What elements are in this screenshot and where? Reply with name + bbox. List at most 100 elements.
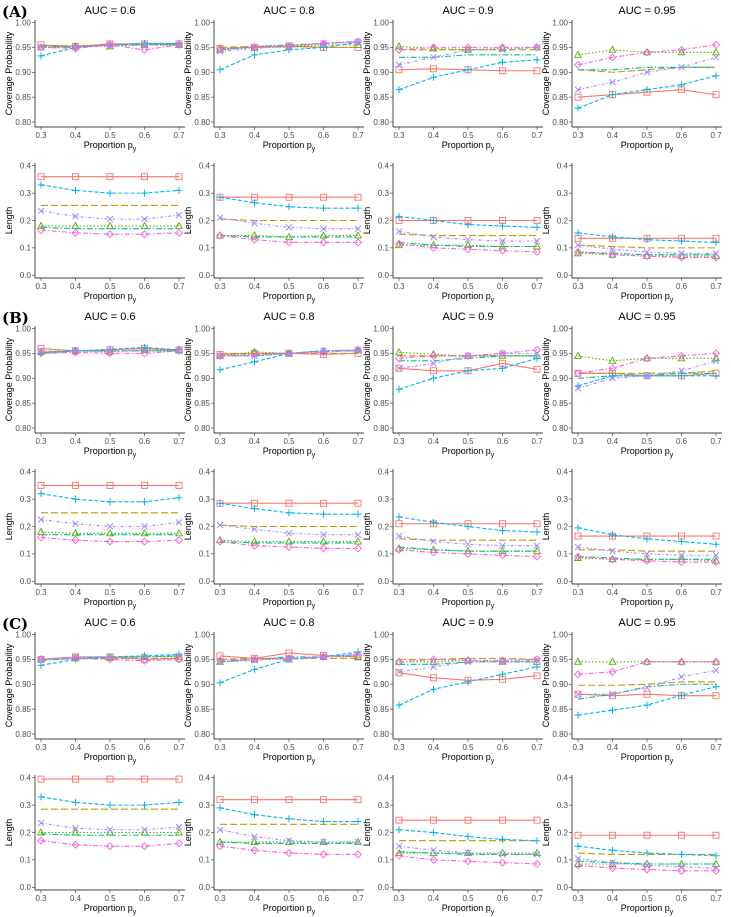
x-tick-label: 0.5: [283, 588, 295, 597]
point-S5: [533, 354, 541, 362]
point-S6: [285, 529, 293, 537]
y-tick-label: 0.90: [15, 374, 31, 383]
x-tick-label: 0.4: [70, 894, 82, 903]
point-S6: [609, 374, 616, 382]
point-S5: [175, 494, 183, 502]
x-tick-label: 0.3: [35, 131, 47, 140]
y-tick-label: 0.0: [557, 883, 569, 892]
point-S7: [105, 842, 115, 851]
y-tick-label: 0.90: [552, 374, 568, 383]
point-S6: [251, 833, 258, 840]
x-tick-label: 0.5: [462, 894, 474, 903]
x-tick-label: 0.3: [35, 894, 47, 903]
point-S7: [284, 542, 294, 552]
x-tick-label: 0.6: [318, 282, 330, 291]
x-tick-label: 0.7: [710, 131, 722, 140]
x-axis-label-sub: y: [491, 297, 495, 304]
point-S6: [574, 86, 582, 94]
point-S7: [573, 552, 583, 561]
point-S5: [216, 366, 224, 374]
point-S7: [498, 43, 507, 52]
y-tick-label: 0.2: [557, 828, 569, 837]
series-line-S2: [219, 657, 358, 660]
point-S5: [430, 374, 437, 382]
series-line-S7: [40, 536, 180, 543]
point-S6: [712, 864, 720, 872]
point-S5: [72, 495, 79, 503]
x-tick-label: 0.5: [283, 131, 295, 140]
point-S6: [464, 540, 472, 548]
series-line-S7: [219, 654, 359, 661]
point-S6: [643, 684, 651, 692]
panel-title: AUC = 0.95: [618, 311, 675, 323]
y-tick-label: 0.95: [552, 349, 568, 358]
point-S7: [573, 60, 583, 69]
point-S5: [175, 650, 183, 658]
point-S7: [353, 37, 363, 46]
point-S6: [72, 213, 79, 220]
point-S1: [712, 91, 720, 99]
point-S3: [642, 657, 652, 665]
x-axis-label-main: Proportion: [263, 140, 307, 150]
series-line-S7: [398, 855, 538, 865]
point-S3: [215, 231, 225, 239]
x-axis-label: Proportion py: [263, 140, 316, 153]
x-axis-label-sub: y: [133, 758, 137, 765]
x-tick-label: 0.4: [70, 743, 82, 752]
panel-A-cov-3: 0.80 0.85 0.90 0.95 1.00 0.3 0.4 0.5 0.6 0.7 Propo…: [362, 5, 543, 153]
point-S6: [320, 838, 327, 846]
y-tick-label: 0.4: [378, 162, 390, 171]
y-tick-label: 0.3: [20, 801, 32, 810]
point-S6: [643, 550, 651, 558]
panel-title: AUC = 0.6: [84, 617, 135, 629]
point-S5: [430, 829, 437, 836]
section-label: (C): [2, 615, 28, 633]
y-tick-label: 0.2: [557, 216, 569, 225]
x-tick-label: 0.6: [497, 894, 509, 903]
point-S1: [285, 193, 293, 201]
point-S3: [573, 657, 583, 665]
x-axis-label-sub: y: [312, 909, 316, 916]
y-tick-label: 0.80: [373, 118, 389, 127]
point-S3: [174, 528, 184, 537]
y-tick-label: 0.3: [557, 801, 569, 810]
point-S5: [678, 372, 685, 380]
point-S6: [499, 851, 506, 858]
point-S3: [394, 41, 404, 50]
x-tick-label: 0.5: [641, 588, 653, 597]
point-S5: [320, 204, 327, 212]
point-S7: [36, 226, 46, 235]
y-tick-label: 1.00: [552, 18, 568, 27]
point-S1: [37, 775, 45, 783]
point-S3: [353, 231, 363, 239]
x-tick-label: 0.5: [104, 588, 116, 597]
series-line-S4: [577, 860, 716, 865]
x-tick-label: 0.7: [173, 588, 185, 597]
panel-A-len-4: 0.0 0.1 0.2 0.3 0.4 0.3 0.4 0.5 0.6 0.7 Proportion…: [541, 162, 722, 304]
x-tick-label: 0.7: [710, 743, 722, 752]
point-S7: [284, 42, 294, 51]
y-axis-label: Length: [183, 207, 193, 235]
point-S5: [354, 818, 362, 826]
x-tick-label: 0.7: [531, 282, 543, 291]
x-tick-label: 0.4: [428, 894, 440, 903]
y-tick-label: 0.1: [557, 244, 569, 253]
y-tick-label: 0.4: [20, 468, 32, 477]
point-S7: [608, 250, 617, 259]
point-S5: [574, 524, 582, 532]
y-tick-label: 0.85: [194, 705, 210, 714]
x-tick-label: 0.6: [139, 894, 151, 903]
x-tick-label: 0.7: [352, 282, 364, 291]
y-tick-label: 0.0: [199, 271, 211, 280]
point-S5: [464, 678, 472, 686]
y-axis-label: Length: [183, 819, 193, 847]
x-tick-label: 0.4: [70, 131, 82, 140]
point-S7: [215, 231, 225, 240]
point-S3: [250, 537, 259, 545]
x-axis-label-main: Proportion: [442, 140, 486, 150]
point-S3: [463, 848, 473, 856]
series-line-S2: [219, 524, 358, 528]
panel-B-len-2: 0.0 0.1 0.2 0.3 0.4 0.3 0.4 0.5 0.6 0.7 Proportion…: [183, 468, 364, 610]
point-S7: [677, 558, 686, 567]
point-S7: [319, 238, 328, 247]
